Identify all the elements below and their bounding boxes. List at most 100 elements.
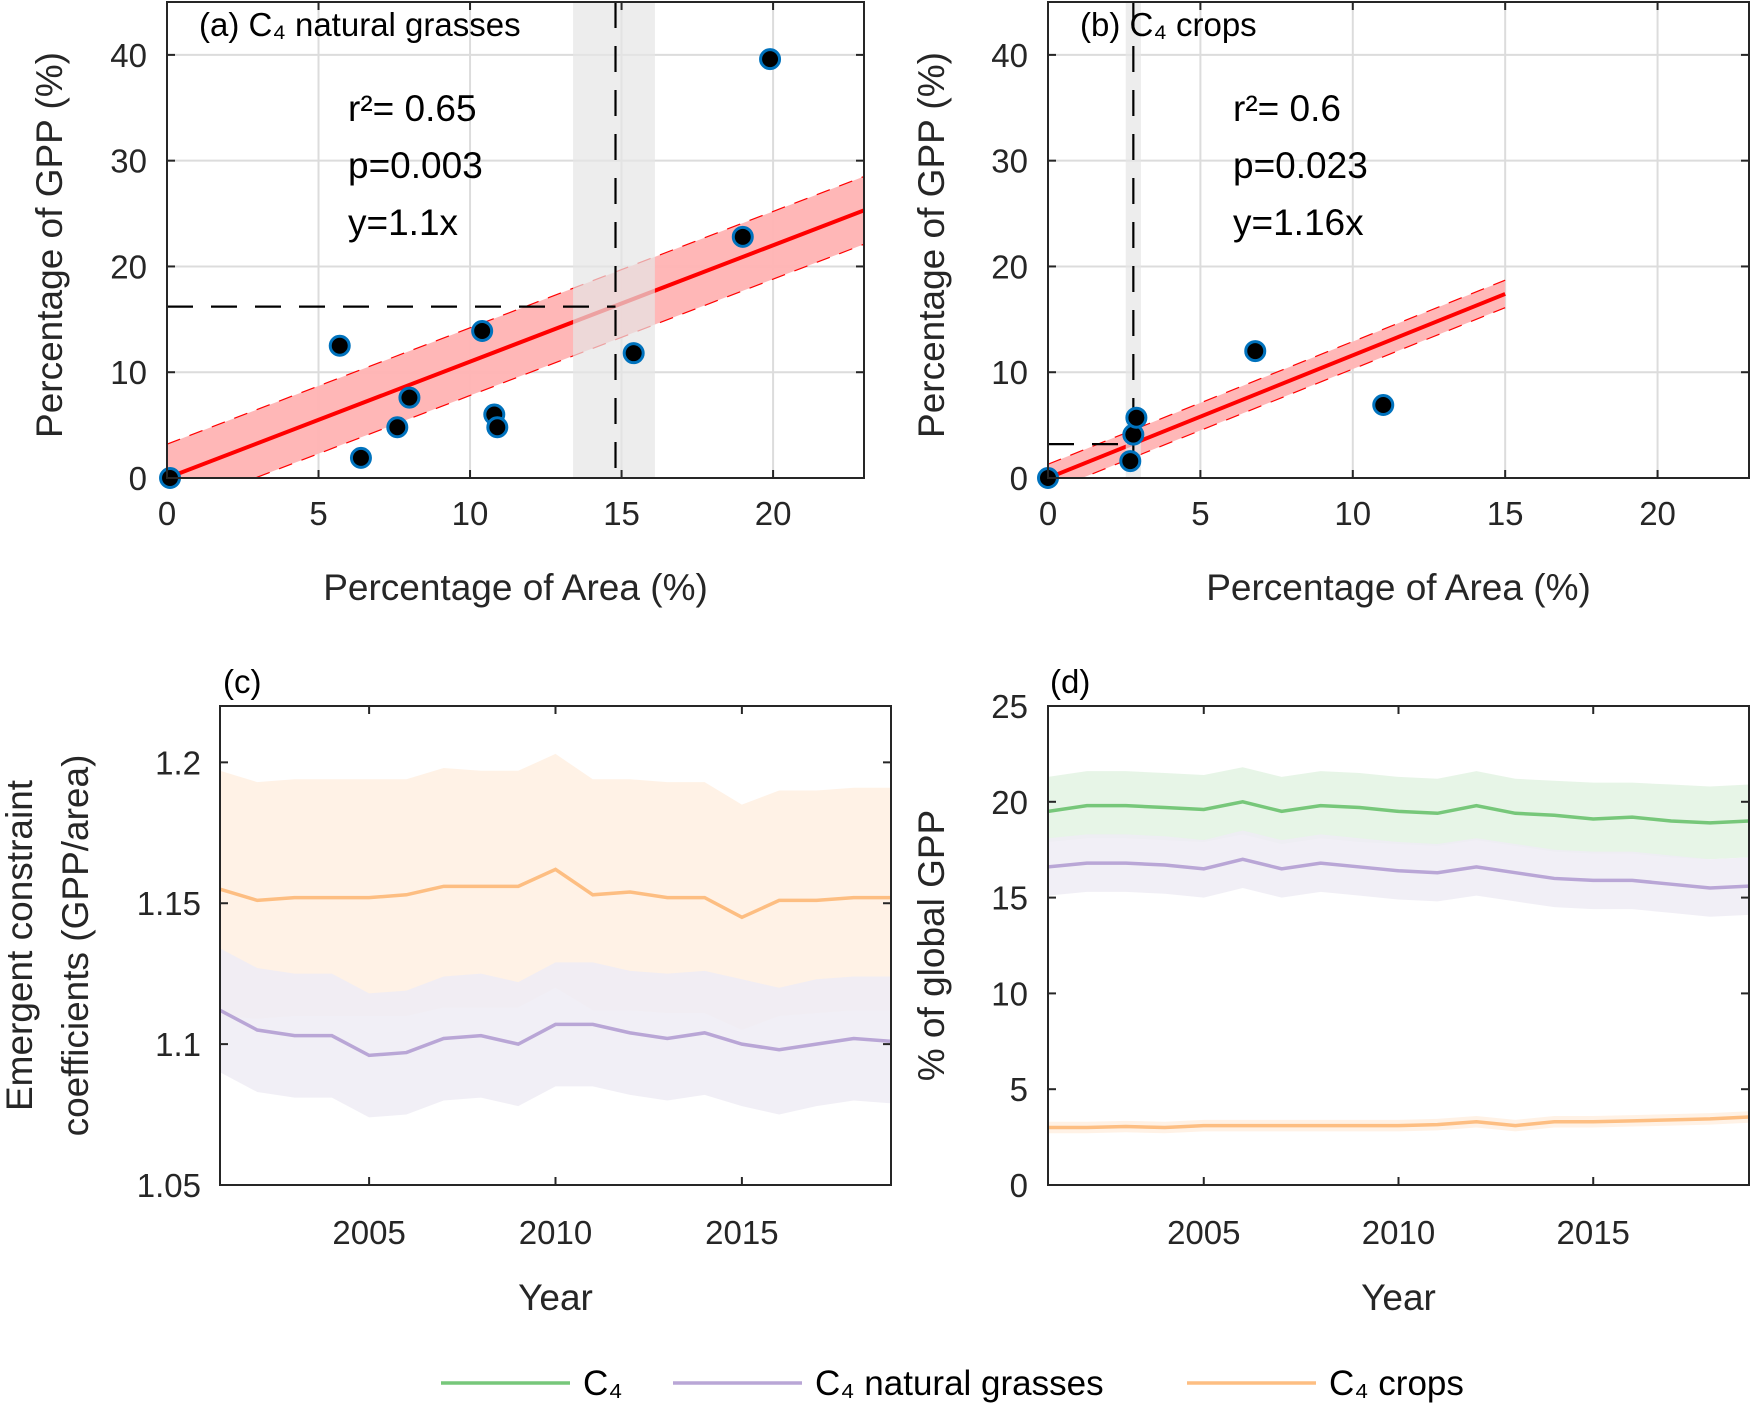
x-tick-label: 20 (755, 495, 792, 532)
y-axis-label: Percentage of GPP (%) (29, 52, 70, 438)
plot-area (167, 2, 864, 478)
series-line-natural (220, 1008, 891, 1058)
x-tick-label: 5 (309, 495, 327, 532)
panel-a: r²= 0.65 p=0.003 y=1.1x 0 5 10 15 20 0 10 20 30 40 (a… (29, 1, 865, 608)
y-tick-label: 20 (991, 248, 1028, 285)
y-tick-label: 1.05 (137, 1167, 201, 1204)
x-tick-label: 15 (603, 495, 640, 532)
y-axis-label: coefficients (GPP/area) (55, 755, 96, 1137)
axes-box (166, 1, 865, 479)
stat-annotation: y=1.1x (348, 202, 459, 243)
x-tick-label: 2010 (519, 1214, 592, 1251)
uncertainty-band-natural (1048, 830, 1749, 917)
confidence-bound-line (1080, 307, 1506, 478)
x-tick-label: 0 (1039, 495, 1057, 532)
stat-annotation: p=0.023 (1233, 145, 1368, 186)
data-point (1372, 394, 1395, 417)
stat-annotation: y=1.16x (1233, 202, 1364, 243)
y-tick-label: 5 (1010, 1071, 1028, 1108)
data-point (622, 342, 645, 365)
y-tick-label: 25 (991, 688, 1028, 725)
data-point (349, 446, 372, 469)
panel-title: (d) (1050, 663, 1090, 700)
panel-d: 2005 2010 2015 0 5 10 15 20 25 (d) Year % of global… (911, 663, 1750, 1318)
data-point (398, 386, 421, 409)
data-point (328, 334, 351, 357)
fit-line (1048, 292, 1506, 478)
x-tick-label: 2010 (1362, 1214, 1435, 1251)
x-tick-label: 10 (452, 495, 489, 532)
x-tick-label: 2015 (1557, 1214, 1630, 1251)
y-tick-label: 30 (110, 143, 147, 180)
axes-box (1047, 1, 1750, 479)
data-point (759, 48, 782, 71)
data-point (486, 416, 509, 439)
x-tick-label: 10 (1334, 495, 1371, 532)
uncertainty-band-crops (220, 753, 891, 1031)
series-line-crops (220, 867, 891, 920)
legend-label: C₄ natural grasses (815, 1364, 1104, 1403)
x-tick-label: 2005 (1167, 1214, 1240, 1251)
data-point (1125, 406, 1148, 429)
x-axis-label: Percentage of Area (%) (323, 567, 708, 608)
y-tick-label: 20 (110, 248, 147, 285)
series-line-crops (1048, 1115, 1749, 1130)
data-point (1119, 450, 1142, 473)
y-tick-label: 15 (991, 880, 1028, 917)
y-tick-label: 40 (991, 37, 1028, 74)
data-point (731, 225, 754, 248)
x-tick-label: 5 (1191, 495, 1209, 532)
x-tick-label: 2005 (332, 1214, 405, 1251)
y-axis-label: Emergent constraint (0, 779, 40, 1111)
fit-line (167, 208, 864, 478)
confidence-band (167, 176, 864, 478)
y-tick-label: 1.15 (137, 885, 201, 922)
stat-annotation: p=0.003 (348, 145, 483, 186)
uncertainty-band-natural (220, 948, 891, 1118)
data-point (386, 416, 409, 439)
plot-area (220, 753, 891, 1118)
y-tick-label: 30 (991, 143, 1028, 180)
confidence-bound-line (253, 243, 864, 478)
confidence-band (1048, 280, 1506, 478)
stat-annotation: r²= 0.6 (1233, 88, 1341, 129)
data-point (1244, 340, 1267, 363)
reference-range-shade (573, 2, 655, 478)
uncertainty-band-crops (1048, 1111, 1749, 1134)
legend: C₄ C₄ natural grasses C₄ crops (441, 1364, 1464, 1403)
legend-item-c4: C₄ (441, 1364, 623, 1403)
legend-label: C₄ crops (1329, 1364, 1464, 1403)
y-tick-label: 10 (110, 354, 147, 391)
y-tick-label: 0 (129, 460, 147, 497)
y-tick-label: 1.1 (155, 1026, 201, 1063)
y-tick-label: 40 (110, 37, 147, 74)
x-axis-label: Year (1361, 1277, 1436, 1318)
y-tick-label: 0 (1010, 460, 1028, 497)
y-tick-label: 0 (1010, 1167, 1028, 1204)
plot-area (1048, 767, 1749, 1134)
x-tick-label: 15 (1487, 495, 1524, 532)
panel-b: r²= 0.6 p=0.023 y=1.16x 0 5 10 15 20 0 10 20 30 40 (b… (911, 1, 1750, 608)
x-axis-label: Percentage of Area (%) (1206, 567, 1591, 608)
panel-title: (c) (223, 663, 261, 700)
y-axis-label: % of global GPP (911, 810, 952, 1081)
panel-title: (b) C₄ crops (1080, 6, 1257, 43)
y-tick-label: 20 (991, 784, 1028, 821)
confidence-bound-line (167, 175, 864, 445)
y-axis-label: Percentage of GPP (%) (911, 52, 952, 438)
legend-item-crops: C₄ crops (1187, 1364, 1464, 1403)
legend-item-natural: C₄ natural grasses (673, 1364, 1104, 1403)
x-tick-label: 0 (158, 495, 176, 532)
x-tick-label: 2015 (705, 1214, 778, 1251)
series-line-natural (1048, 857, 1749, 890)
y-tick-label: 1.2 (155, 744, 201, 781)
y-tick-label: 10 (991, 354, 1028, 391)
panel-title: (a) C₄ natural grasses (199, 6, 521, 43)
panel-c: 2005 2010 2015 1.05 1.1 1.15 1.2 (c) Year Emergen… (0, 663, 892, 1318)
y-tick-label: 10 (991, 975, 1028, 1012)
stat-annotation: r²= 0.65 (348, 88, 477, 129)
plot-area (1048, 2, 1749, 478)
data-point (471, 319, 494, 342)
x-tick-label: 20 (1639, 495, 1676, 532)
